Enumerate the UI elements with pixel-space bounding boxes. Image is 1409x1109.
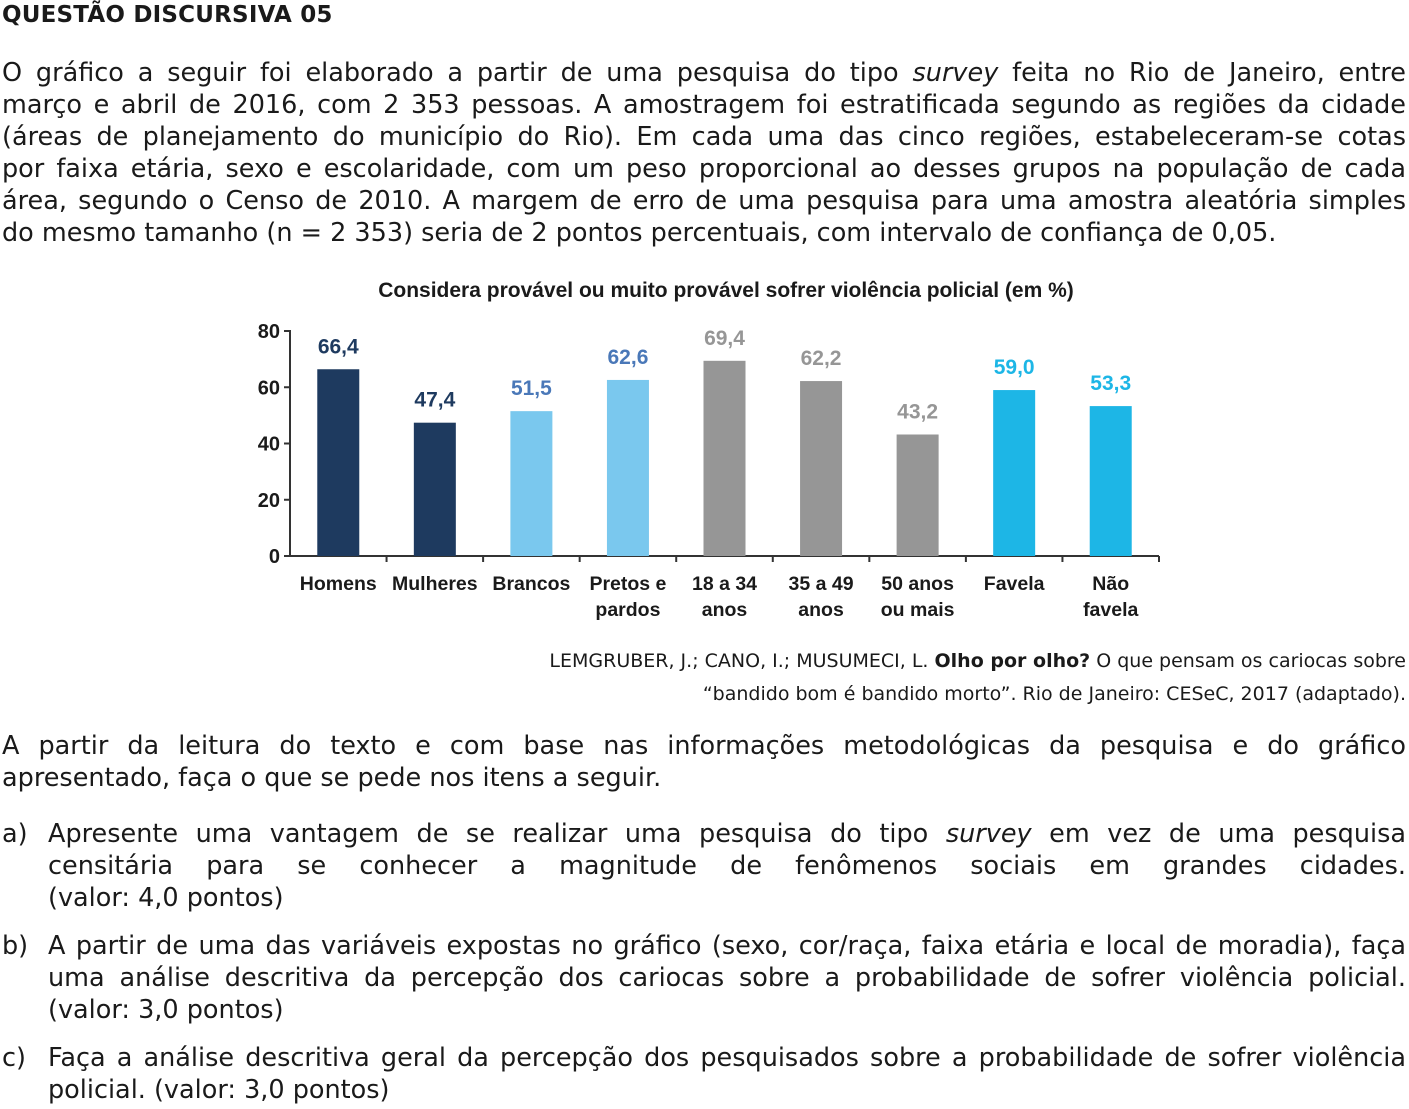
intro-line-5: área, segundo o Censo de 2010. A margem …: [2, 186, 1406, 216]
question-title: QUESTÃO DISCURSIVA 05: [2, 2, 333, 28]
bar-value-label: 62,2: [801, 347, 842, 370]
item-b-line-3: (valor: 3,0 pontos): [48, 995, 284, 1025]
item-b-label: b): [2, 931, 29, 961]
x-category-label: 35 a 49 anos: [789, 573, 854, 621]
intro-line-2: março e abril de 2016, com 2 353 pessoas…: [2, 90, 1406, 120]
bar: [317, 369, 360, 556]
bar: [413, 422, 456, 556]
bar: [896, 434, 939, 556]
bar: [703, 360, 746, 556]
bar: [800, 381, 843, 556]
source-line-1: LEMGRUBER, J.; CANO, I.; MUSUMECI, L. Ol…: [549, 650, 1406, 672]
source-line-2: “bandido bom é bandido morto”. Rio de Ja…: [702, 683, 1406, 705]
x-category-label: Homens: [300, 573, 377, 595]
bar-value-label: 47,4: [414, 389, 455, 412]
intro-paragraph: O gráfico a seguir foi elaborado a parti…: [2, 57, 1406, 249]
item-c-label: c): [2, 1043, 26, 1073]
instruction-line-2: apresentado, faça o que se pede nos iten…: [2, 763, 662, 793]
x-category-label: 18 a 34 anos: [692, 573, 757, 621]
y-tick-label: 40: [258, 434, 280, 456]
x-category-label: Pretos e pardos: [589, 573, 666, 621]
bar: [1089, 406, 1132, 556]
bar: [993, 390, 1036, 556]
bar: [606, 379, 649, 556]
instruction-paragraph: A partir da leitura do texto e com base …: [2, 730, 1406, 794]
x-category-label: Brancos: [492, 573, 570, 595]
y-tick-label: 20: [258, 490, 280, 512]
bar-chart: Considera provável ou muito provável sof…: [0, 260, 1409, 630]
y-tick-label: 60: [258, 377, 280, 399]
item-a-line-1: Apresente uma vantagem de se realizar um…: [48, 819, 1407, 849]
bar-value-label: 53,3: [1090, 372, 1131, 395]
intro-line-6: do mesmo tamanho (n = 2 353) seria de 2 …: [2, 218, 1277, 248]
x-category-label: 50 anos ou mais: [881, 573, 955, 621]
chart-title: Considera provável ou muito provável sof…: [378, 279, 1074, 302]
bar-value-label: 51,5: [511, 377, 552, 400]
bar-value-label: 66,4: [318, 335, 359, 358]
bar-value-label: 62,6: [608, 346, 649, 369]
item-b-line-2: uma análise descritiva da percepção dos …: [48, 963, 1406, 993]
x-category-label: Não favela: [1083, 573, 1138, 621]
bar: [510, 411, 553, 556]
intro-line-3: (áreas de planejamento do município do R…: [2, 122, 1406, 152]
x-category-label: Favela: [984, 573, 1045, 595]
item-a-line-3: (valor: 4,0 pontos): [48, 883, 284, 913]
item-a-line-2: censitária para se conhecer a magnitude …: [48, 851, 1406, 881]
item-c-line-2: policial. (valor: 3,0 pontos): [48, 1075, 390, 1105]
instruction-line-1: A partir da leitura do texto e com base …: [2, 731, 1406, 761]
bar-value-label: 59,0: [994, 356, 1035, 379]
x-category-label: Mulheres: [392, 573, 478, 595]
item-a-label: a): [2, 819, 28, 849]
bar-value-label: 69,4: [704, 327, 745, 350]
y-tick-label: 80: [258, 321, 280, 343]
source-citation: LEMGRUBER, J.; CANO, I.; MUSUMECI, L. Ol…: [406, 645, 1406, 711]
y-tick-label: 0: [269, 546, 280, 568]
intro-line-4: por faixa etária, sexo e escolaridade, c…: [2, 154, 1406, 184]
intro-line-1: O gráfico a seguir foi elaborado a parti…: [2, 58, 1406, 88]
source-book-title: Olho por olho?: [934, 650, 1091, 672]
bar-value-label: 43,2: [897, 401, 938, 424]
item-c-line-1: Faça a análise descritiva geral da perce…: [48, 1043, 1406, 1073]
bar-chart-svg: Considera provável ou muito provável sof…: [258, 279, 1160, 621]
item-b-line-1: A partir de uma das variáveis expostas n…: [48, 931, 1406, 961]
